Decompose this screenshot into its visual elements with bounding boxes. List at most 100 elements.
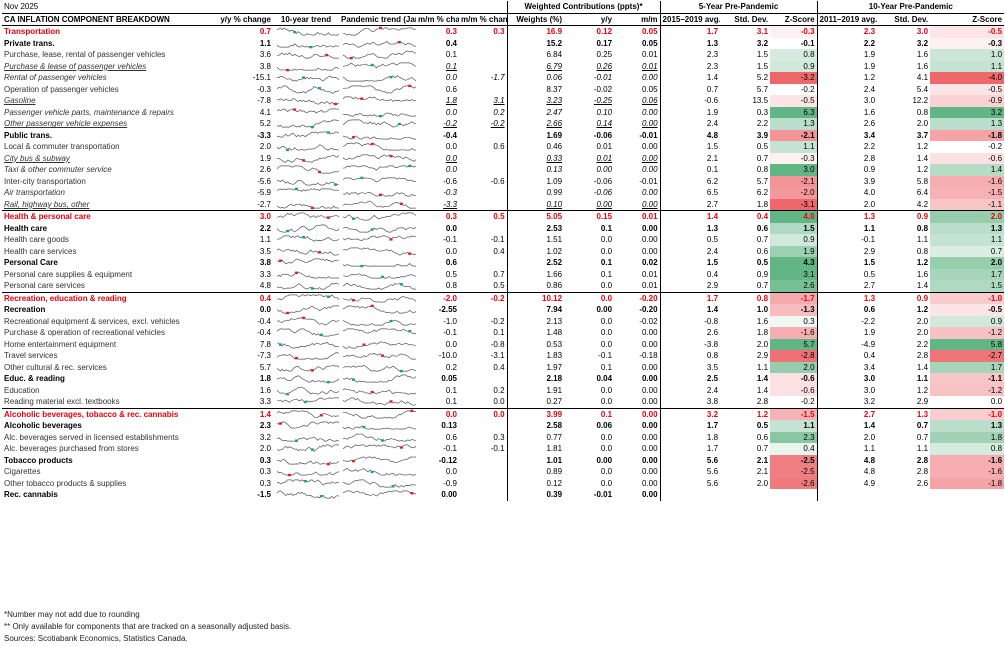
table-row: Transportation 0.7 0.3 0.3 16.9 0.12 0.05 1.7 3.…: [2, 25, 1005, 38]
cell-five-avg: 1.3: [659, 222, 721, 234]
cell-ten-sd: 4.1: [916, 73, 929, 83]
table-row: Gasoline -7.8 1.8 3.1 3.23 -0.25 0.06 -0.6 13.5-…: [2, 95, 1005, 107]
sparkline-icon: [342, 456, 416, 463]
cell-wyy: 0.0: [600, 328, 613, 338]
trend-pandemic-sparkline: [339, 432, 416, 444]
trend-10yr-sparkline: [273, 489, 339, 501]
cell-ten-avg: 1.9: [816, 327, 878, 339]
trend-10yr-sparkline: [273, 304, 339, 316]
cell-five-z: 2.6: [770, 280, 818, 292]
cell-ten-sd: 1.4: [916, 281, 929, 291]
cell-five-z: 1.3: [770, 118, 818, 130]
cell-five-avg: 5.6: [659, 477, 721, 489]
row-label: Inter-city transportation: [4, 176, 86, 186]
sparkline-icon: [342, 154, 416, 162]
cell-wyy: 0.0: [600, 444, 613, 454]
sparkline-icon: [276, 203, 339, 209]
cell-wmm: 0.00: [641, 374, 658, 384]
cell-five-sd: [720, 489, 770, 501]
table-row: Reading material excl. textbooks 3.3 0.1 0.…: [2, 396, 1004, 408]
cell-ten-avg: 1.2: [816, 72, 878, 84]
sparkline-icon: [276, 235, 339, 242]
cell-five-z: -0.3: [770, 25, 818, 38]
cell-weight: 8.37: [506, 83, 565, 95]
row-label: Personal care services: [4, 281, 85, 291]
cell-weight: 0.46: [506, 141, 565, 153]
cell-ten-sd: 3.7: [916, 130, 929, 140]
weighted-contributions-header: Weighted Contributions (ppts)*: [506, 1, 661, 14]
cell-five-sd: 2.8: [756, 397, 769, 407]
cell-wmm: 0.02: [641, 258, 658, 268]
row-label: Tobacco products: [4, 455, 73, 465]
cell-ten-sd: 4.2: [916, 199, 929, 209]
cell-five-sd: 13.5: [752, 96, 769, 106]
cell-five-z: 1.9: [770, 245, 818, 257]
cell-mm-nsa: 0.8: [445, 281, 457, 291]
cell-five-z: 0.4: [770, 443, 818, 455]
trend-pandemic-sparkline: [339, 327, 416, 339]
cell-five-avg: 6.2: [659, 175, 721, 187]
cell-ten-z: -4.0: [930, 72, 1005, 84]
cell-wyy: -0.01: [593, 73, 613, 83]
trend-10yr-sparkline: [273, 385, 339, 397]
cell-ten-z: -0.2: [988, 142, 1003, 152]
cell-wyy: 0.04: [596, 374, 613, 384]
trend-pandemic-sparkline: [339, 339, 416, 351]
cell-five-sd: 1.8: [756, 328, 769, 338]
cell-mm-sa: 0.5: [493, 281, 505, 291]
cell-wyy: 0.06: [596, 421, 613, 431]
cell-mm-sa: [459, 187, 507, 199]
cell-mm-nsa: 0.0: [445, 246, 457, 256]
cell-yy: -0.4: [257, 328, 271, 338]
cell-ten-avg: 3.9: [816, 175, 878, 187]
trend-pandemic-sparkline: [339, 466, 416, 478]
cell-mm-nsa: 0.1: [445, 61, 457, 71]
sparkline-icon: [276, 421, 339, 429]
cell-yy: 0.3: [259, 478, 271, 488]
cell-weight: 2.13: [506, 315, 565, 327]
sparkline-icon: [342, 200, 416, 209]
cell-wyy: -0.06: [593, 176, 613, 186]
cell-five-z: -0.2: [800, 397, 815, 407]
trend-10yr-sparkline: [273, 362, 339, 374]
cell-five-z: -0.6: [770, 373, 818, 385]
cell-ten-sd: 2.0: [916, 316, 929, 326]
cell-weight: 0.53: [506, 338, 565, 350]
cell-ten-z: -1.6: [930, 454, 1005, 466]
cell-five-z: 2.0: [770, 361, 818, 373]
cell-yy: 3.6: [259, 50, 271, 60]
trend-10yr-sparkline: [273, 153, 339, 165]
cell-wmm: 0.00: [641, 385, 658, 395]
cell-wmm: 0.00: [641, 142, 658, 152]
cell-five-sd: 5.2: [756, 73, 769, 83]
cell-five-z: 2.3: [770, 431, 818, 443]
cell-weight: 1.51: [506, 234, 565, 246]
row-label: Personal Care: [4, 258, 58, 268]
cell-five-avg: 1.4: [659, 210, 721, 223]
sparkline-icon: [276, 258, 339, 265]
cell-five-sd: 5.7: [756, 84, 769, 94]
trend-10yr-sparkline: [273, 432, 339, 444]
sparkline-icon: [276, 248, 339, 256]
table-body: Transportation 0.7 0.3 0.3 16.9 0.12 0.05 1.7 3.…: [2, 25, 1005, 501]
cell-yy: 0.3: [259, 455, 271, 465]
cell-five-sd: 0.8: [756, 165, 769, 175]
cell-ten-sd: 0.9: [877, 291, 931, 304]
cell-mm-sa: [459, 61, 507, 73]
cell-yy: 7.8: [259, 339, 271, 349]
cell-ten-z: [930, 489, 1004, 501]
footnote-rounding: *Number may not add due to rounding: [4, 610, 140, 619]
cell-five-z: 1.1: [770, 420, 818, 432]
sparkline-icon: [276, 108, 339, 114]
cell-wmm: 0.00: [641, 328, 658, 338]
cell-five-avg: 2.5: [659, 373, 721, 385]
trend-pandemic-sparkline: [339, 84, 416, 96]
sparkline-icon: [276, 479, 339, 486]
cell-weight: 0.86: [506, 280, 565, 292]
row-label: Alcoholic beverages, tobacco & rec. cann…: [2, 407, 218, 420]
cell-ten-z: -0.5: [930, 83, 1005, 95]
trend-pandemic-sparkline: [339, 72, 416, 84]
cell-mm-sa: 0.0: [493, 397, 505, 407]
trend-10yr-sparkline: [273, 95, 339, 107]
cell-ten-avg: 2.0: [816, 431, 878, 443]
